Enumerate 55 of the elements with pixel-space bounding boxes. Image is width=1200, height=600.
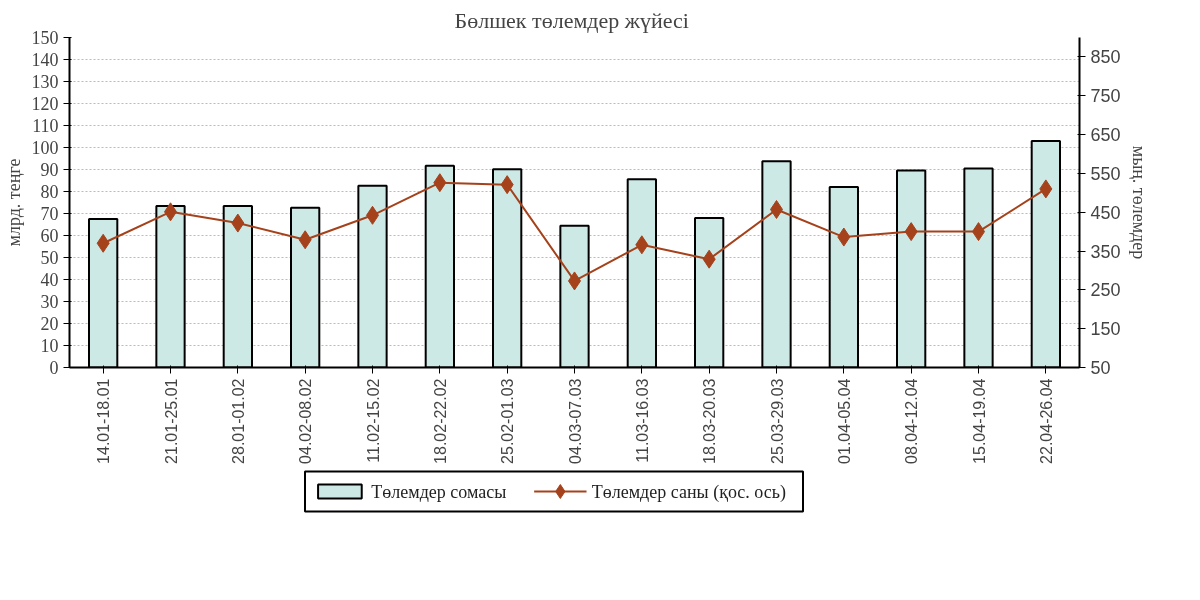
y-tick-label: 10 <box>40 336 59 356</box>
point <box>1039 179 1053 199</box>
x-tick-label: 11.03-16.03 <box>633 378 651 463</box>
y-tick-label: 120 <box>31 94 59 114</box>
point <box>702 249 716 269</box>
y2-tick-label: 350 <box>1090 241 1121 262</box>
chart-title: Бөлшек төлемдер жүйесі <box>454 7 689 33</box>
point <box>298 230 312 250</box>
point <box>433 173 447 193</box>
x-tick-label: 01.04-05.04 <box>835 378 853 464</box>
point <box>837 227 851 247</box>
y2-tick-label: 150 <box>1090 319 1121 340</box>
y-tick-label: 50 <box>40 248 59 268</box>
y2-tick-label: 850 <box>1090 47 1121 68</box>
y-tick-label: 150 <box>31 28 59 48</box>
y-tick-label: 140 <box>31 50 59 70</box>
x-tick-label: 14.01-18.01 <box>95 378 113 464</box>
x-tick-label: 25.03-29.03 <box>768 378 786 464</box>
x-tick-label: 22.04-26.04 <box>1037 378 1055 464</box>
y-tick-label: 30 <box>40 292 59 312</box>
y-tick-label: 70 <box>40 204 59 224</box>
y-tick-label: 100 <box>31 138 59 158</box>
y2-tick-label: 750 <box>1090 86 1121 107</box>
y-tick-label: 130 <box>31 72 59 92</box>
x-tick-label: 25.02-01.03 <box>499 378 517 464</box>
y2-axis-title: мың. төлемдер <box>1128 145 1149 260</box>
x-tick-label: 18.02-22.02 <box>431 378 449 464</box>
y-tick-label: 110 <box>32 116 59 136</box>
legend-label: Төлемдер сомасы <box>371 481 507 502</box>
y2-tick-label: 650 <box>1090 125 1121 146</box>
point <box>231 213 245 233</box>
y-tick-label: 80 <box>40 182 59 202</box>
y-tick-label: 90 <box>40 160 59 180</box>
y-tick-label: 0 <box>49 358 59 378</box>
y-axis-title: млрд. теңге <box>3 158 24 247</box>
x-tick-label: 15.04-19.04 <box>970 378 988 464</box>
x-tick-label: 04.03-07.03 <box>566 378 584 464</box>
y2-tick-label: 450 <box>1090 202 1121 223</box>
y-tick-label: 40 <box>40 270 59 290</box>
y2-tick-label: 550 <box>1090 163 1121 184</box>
x-tick-label: 11.02-15.02 <box>364 378 382 463</box>
y2-tick-label: 250 <box>1090 280 1121 301</box>
y2-tick-label: 50 <box>1090 358 1111 378</box>
y-tick-label: 60 <box>40 226 59 246</box>
point <box>500 175 514 195</box>
point <box>904 222 918 242</box>
x-tick-label: 04.02-08.02 <box>297 378 315 464</box>
point <box>96 233 110 253</box>
point <box>635 235 649 255</box>
x-tick-label: 08.04-12.04 <box>903 378 921 464</box>
y-tick-label: 20 <box>40 314 59 334</box>
legend-label: Төлемдер саны (қос. ось) <box>591 481 787 503</box>
x-tick-label: 21.01-25.01 <box>162 378 180 464</box>
x-tick-label: 18.03-20.03 <box>701 378 719 464</box>
x-tick-label: 28.01-01.02 <box>229 378 247 464</box>
